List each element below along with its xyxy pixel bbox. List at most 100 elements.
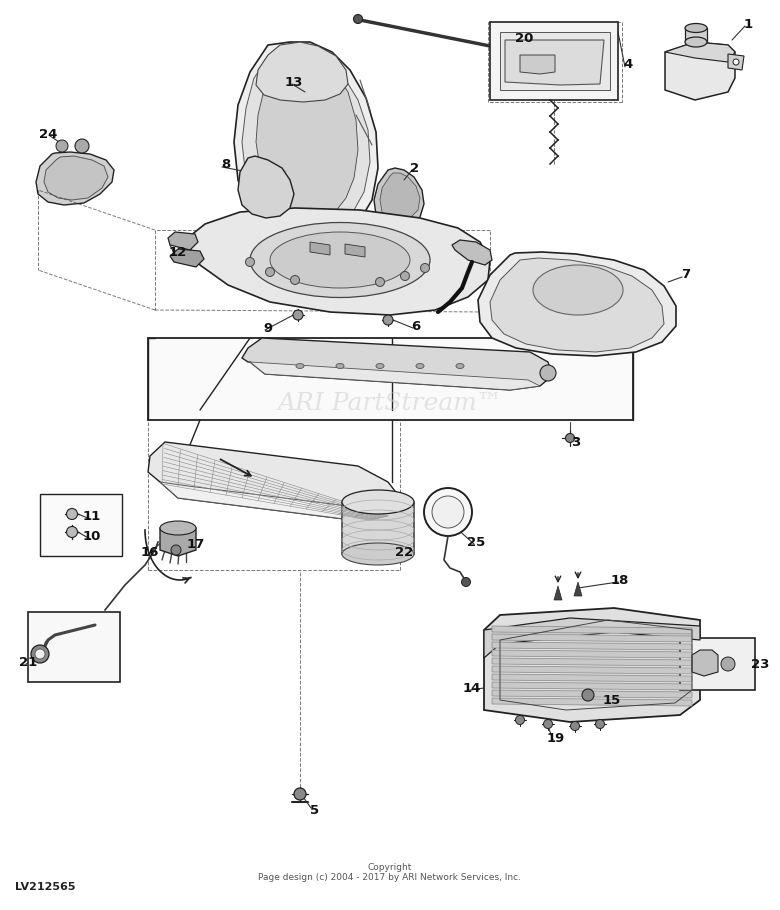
Polygon shape: [490, 258, 664, 352]
Text: 10: 10: [83, 531, 101, 543]
Bar: [490, 22, 618, 100]
Circle shape: [294, 788, 306, 800]
Polygon shape: [345, 244, 365, 257]
Circle shape: [293, 310, 303, 320]
Polygon shape: [728, 54, 744, 70]
Polygon shape: [256, 54, 358, 218]
Text: 5: 5: [310, 804, 320, 816]
Polygon shape: [492, 666, 692, 674]
Text: 2: 2: [410, 161, 420, 175]
Ellipse shape: [376, 363, 384, 369]
Polygon shape: [692, 650, 718, 676]
Text: 16: 16: [141, 545, 159, 559]
Text: 18: 18: [611, 573, 629, 587]
Ellipse shape: [296, 363, 304, 369]
Polygon shape: [492, 682, 692, 690]
Polygon shape: [492, 634, 692, 642]
Polygon shape: [574, 582, 582, 596]
Polygon shape: [160, 482, 395, 522]
Ellipse shape: [160, 521, 196, 535]
Circle shape: [582, 689, 594, 701]
Circle shape: [35, 649, 45, 659]
Text: 12: 12: [169, 246, 187, 258]
Bar: [148, 338, 633, 420]
Text: ARI PartStream™: ARI PartStream™: [278, 392, 502, 416]
Text: 4: 4: [623, 58, 633, 72]
Text: 14: 14: [463, 682, 481, 694]
Text: 15: 15: [603, 693, 621, 706]
Polygon shape: [492, 698, 692, 706]
Polygon shape: [520, 55, 555, 74]
Text: 20: 20: [515, 32, 534, 45]
Polygon shape: [310, 242, 330, 255]
Circle shape: [290, 276, 300, 285]
Ellipse shape: [685, 37, 707, 47]
Polygon shape: [492, 650, 692, 658]
Circle shape: [432, 496, 464, 528]
Text: 8: 8: [222, 158, 231, 171]
Circle shape: [66, 527, 77, 538]
Polygon shape: [492, 690, 692, 698]
Circle shape: [540, 365, 556, 381]
Circle shape: [424, 488, 472, 536]
Circle shape: [566, 433, 575, 442]
Circle shape: [171, 545, 181, 555]
Polygon shape: [242, 338, 552, 390]
Polygon shape: [256, 42, 348, 102]
Polygon shape: [170, 249, 204, 267]
Circle shape: [516, 715, 524, 724]
Circle shape: [75, 139, 89, 153]
Circle shape: [721, 657, 735, 671]
Polygon shape: [148, 442, 402, 522]
Polygon shape: [342, 494, 414, 560]
Circle shape: [246, 258, 254, 267]
Circle shape: [570, 722, 580, 731]
Text: LV212565: LV212565: [15, 882, 76, 892]
Polygon shape: [492, 626, 692, 634]
Polygon shape: [484, 608, 700, 722]
Polygon shape: [380, 173, 420, 220]
Text: 11: 11: [83, 511, 101, 523]
Polygon shape: [238, 156, 294, 218]
Polygon shape: [492, 642, 692, 650]
Bar: [28, 612, 120, 682]
Polygon shape: [500, 32, 610, 90]
Polygon shape: [44, 156, 108, 200]
Polygon shape: [554, 586, 562, 600]
Text: 21: 21: [19, 655, 37, 669]
Ellipse shape: [270, 232, 410, 288]
Polygon shape: [484, 618, 700, 658]
Polygon shape: [234, 42, 378, 236]
Ellipse shape: [456, 363, 464, 369]
Circle shape: [420, 264, 430, 272]
Text: Copyright
Page design (c) 2004 - 2017 by ARI Network Services, Inc.: Copyright Page design (c) 2004 - 2017 by…: [258, 863, 522, 882]
Text: 3: 3: [572, 437, 580, 450]
Circle shape: [462, 578, 470, 587]
Ellipse shape: [336, 363, 344, 369]
Circle shape: [400, 271, 410, 280]
Text: 23: 23: [751, 658, 769, 671]
Text: 13: 13: [285, 76, 303, 88]
Polygon shape: [665, 42, 735, 62]
Ellipse shape: [685, 24, 707, 33]
Polygon shape: [250, 362, 540, 390]
Polygon shape: [478, 252, 676, 356]
Text: 9: 9: [264, 321, 272, 335]
Text: 22: 22: [395, 545, 413, 559]
Polygon shape: [685, 28, 707, 42]
Polygon shape: [36, 152, 114, 205]
Polygon shape: [505, 40, 604, 85]
Polygon shape: [492, 674, 692, 682]
Ellipse shape: [416, 363, 424, 369]
Polygon shape: [492, 658, 692, 666]
Bar: [680, 638, 755, 690]
Ellipse shape: [250, 223, 430, 298]
Polygon shape: [185, 208, 490, 315]
Text: 6: 6: [411, 319, 420, 332]
Circle shape: [733, 59, 739, 65]
Ellipse shape: [342, 490, 414, 514]
Circle shape: [353, 15, 363, 24]
Polygon shape: [160, 522, 196, 556]
Circle shape: [544, 720, 552, 729]
Ellipse shape: [342, 543, 414, 565]
